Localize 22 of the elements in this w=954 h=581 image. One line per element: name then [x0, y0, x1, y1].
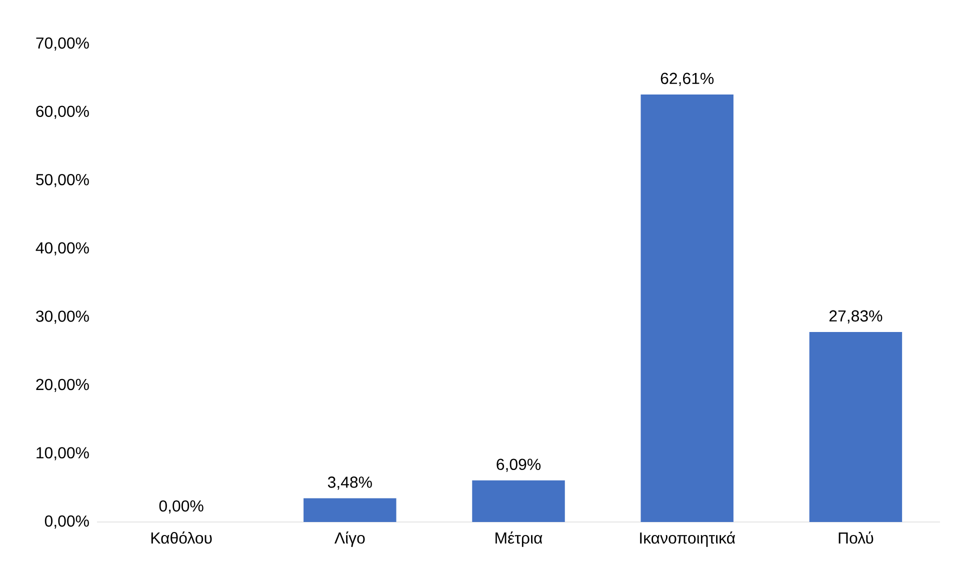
data-label: 27,83%: [829, 310, 882, 324]
y-tick-label: 20,00%: [36, 378, 89, 392]
y-tick-label: 40,00%: [36, 242, 89, 256]
data-label: 0,00%: [159, 500, 204, 514]
bar: [304, 498, 396, 522]
data-label: 62,61%: [660, 72, 714, 86]
y-tick-label: 0,00%: [44, 515, 89, 529]
bar: [640, 94, 734, 522]
x-tick-label: Ικανοποιητικά: [640, 532, 736, 547]
bar: [472, 480, 565, 522]
y-tick-label: 30,00%: [36, 310, 89, 324]
y-tick-label: 60,00%: [36, 106, 89, 119]
data-label: 6,09%: [496, 458, 541, 472]
bar: [809, 332, 902, 522]
y-tick-label: 10,00%: [36, 447, 89, 460]
x-tick-label: Καθόλου: [151, 532, 212, 544]
x-tick-label: Πολύ: [838, 532, 874, 544]
x-tick-label: Μέτρια: [496, 532, 542, 547]
y-tick-label: 70,00%: [36, 37, 89, 51]
x-tick-label: Λίγο: [334, 532, 365, 547]
y-tick-label: 50,00%: [36, 174, 89, 188]
data-label: 3,48%: [328, 476, 372, 490]
